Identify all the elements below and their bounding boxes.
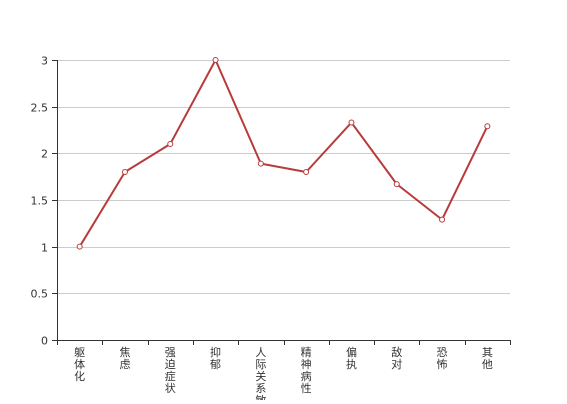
data-point: [439, 216, 446, 223]
data-point: [348, 119, 355, 126]
x-tick-label: 其他: [482, 346, 493, 371]
y-tick-label: 1: [41, 242, 48, 255]
data-point: [212, 57, 219, 63]
y-tick-label: 0: [41, 335, 48, 348]
x-tick-label: 抑郁: [210, 345, 221, 371]
data-point: [167, 141, 174, 147]
data-point: [393, 181, 400, 188]
data-point: [303, 169, 310, 175]
x-tick-label: 焦虑: [119, 346, 130, 371]
data-point: [121, 169, 128, 175]
x-tick-label: 敌对: [391, 345, 402, 371]
y-tick-label: 1.5: [31, 195, 49, 208]
data-point: [257, 160, 264, 167]
data-point: [484, 123, 491, 130]
y-tick-label: 2.5: [31, 102, 49, 115]
x-tick-label: 强迫症状: [165, 346, 176, 395]
y-tick-label: 0.5: [31, 288, 49, 301]
x-tick-label: 偏执: [346, 345, 357, 371]
series-line: [78, 59, 489, 248]
x-tick-label: 躯体化: [74, 346, 85, 383]
x-tick-label: 恐怖: [437, 346, 448, 371]
y-tick-label: 3: [41, 55, 48, 68]
y-tick-label: 2: [41, 148, 48, 161]
x-tick-label: 人际关系敏感: [255, 346, 266, 400]
x-tick-label: 精神病性: [301, 346, 312, 395]
data-point: [76, 243, 83, 250]
